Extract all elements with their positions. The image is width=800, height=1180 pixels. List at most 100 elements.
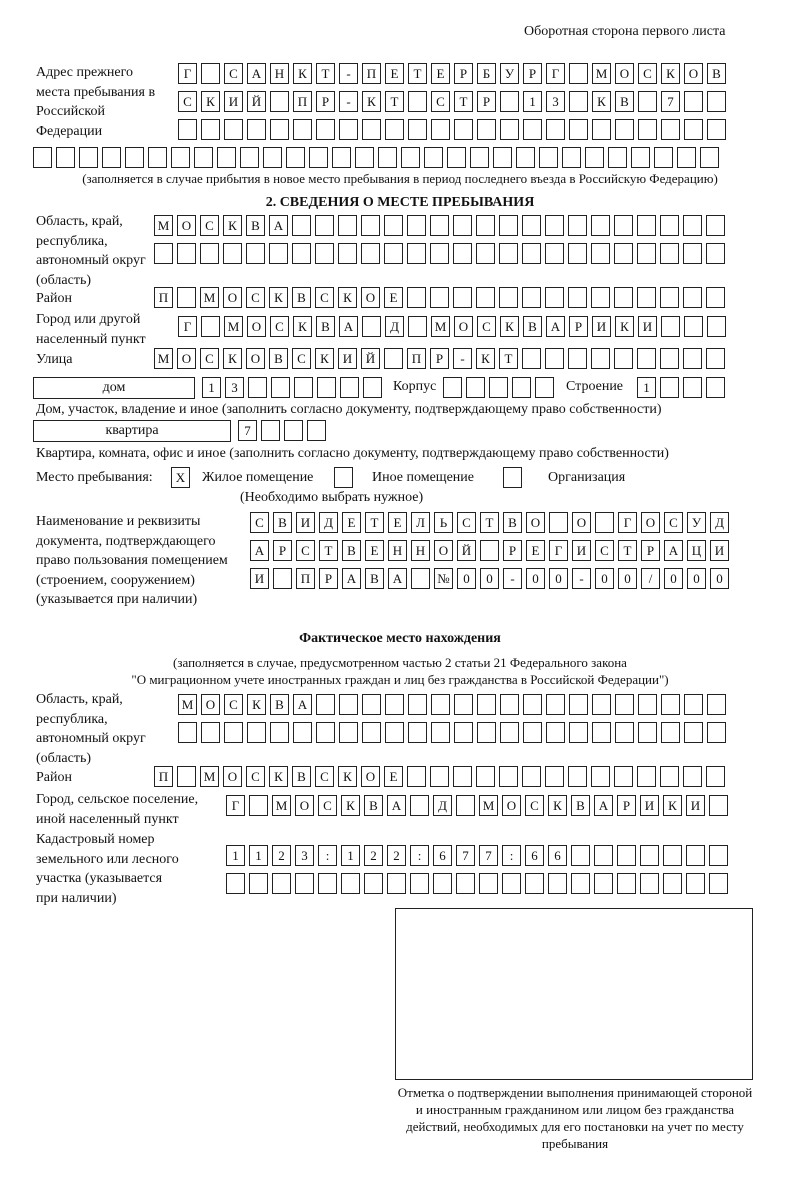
char-cell[interactable]: И — [686, 795, 705, 816]
char-cell[interactable]: П — [293, 91, 312, 112]
char-cell[interactable]: Т — [319, 540, 338, 561]
char-cell[interactable] — [431, 722, 450, 743]
char-cell[interactable]: 1 — [226, 845, 245, 866]
char-cell[interactable]: И — [224, 91, 243, 112]
char-cell[interactable] — [660, 348, 679, 369]
char-cell[interactable] — [476, 287, 495, 308]
char-cell[interactable] — [154, 243, 173, 264]
char-cell[interactable] — [706, 766, 725, 787]
char-cell[interactable] — [700, 147, 719, 168]
char-cell[interactable]: 7 — [661, 91, 680, 112]
char-cell[interactable] — [79, 147, 98, 168]
char-cell[interactable] — [569, 722, 588, 743]
char-cell[interactable]: В — [292, 287, 311, 308]
char-cell[interactable]: С — [246, 766, 265, 787]
char-cell[interactable]: М — [224, 316, 243, 337]
char-cell[interactable]: Т — [408, 63, 427, 84]
char-cell[interactable] — [56, 147, 75, 168]
char-cell[interactable] — [499, 287, 518, 308]
char-cell[interactable]: Р — [273, 540, 292, 561]
char-cell[interactable]: 3 — [225, 377, 244, 398]
char-cell[interactable] — [660, 287, 679, 308]
char-cell[interactable]: Т — [618, 540, 637, 561]
char-cell[interactable]: С — [315, 766, 334, 787]
char-cell[interactable]: Й — [457, 540, 476, 561]
char-cell[interactable] — [339, 722, 358, 743]
char-cell[interactable] — [477, 722, 496, 743]
char-cell[interactable] — [318, 873, 337, 894]
char-cell[interactable]: О — [201, 694, 220, 715]
char-cell[interactable]: М — [154, 215, 173, 236]
char-cell[interactable] — [338, 215, 357, 236]
char-cell[interactable] — [585, 147, 604, 168]
char-cell[interactable] — [477, 694, 496, 715]
char-cell[interactable] — [706, 215, 725, 236]
char-cell[interactable] — [707, 316, 726, 337]
char-cell[interactable]: М — [479, 795, 498, 816]
char-cell[interactable]: С — [246, 287, 265, 308]
char-cell[interactable] — [270, 722, 289, 743]
char-cell[interactable]: Д — [710, 512, 729, 533]
char-cell[interactable]: М — [592, 63, 611, 84]
char-cell[interactable]: А — [342, 568, 361, 589]
char-cell[interactable]: В — [269, 348, 288, 369]
char-cell[interactable]: Т — [316, 63, 335, 84]
char-cell[interactable] — [523, 119, 542, 140]
char-cell[interactable] — [489, 377, 508, 398]
char-cell[interactable] — [614, 348, 633, 369]
char-cell[interactable] — [309, 147, 328, 168]
char-cell[interactable] — [677, 147, 696, 168]
char-cell[interactable] — [569, 694, 588, 715]
char-cell[interactable] — [362, 316, 381, 337]
char-cell[interactable]: О — [361, 287, 380, 308]
char-cell[interactable] — [470, 147, 489, 168]
char-cell[interactable]: Р — [503, 540, 522, 561]
char-cell[interactable] — [523, 694, 542, 715]
char-cell[interactable] — [594, 873, 613, 894]
char-cell[interactable] — [660, 243, 679, 264]
char-cell[interactable]: С — [178, 91, 197, 112]
char-cell[interactable]: К — [315, 348, 334, 369]
char-cell[interactable] — [683, 766, 702, 787]
char-cell[interactable] — [201, 63, 220, 84]
char-cell[interactable] — [224, 722, 243, 743]
char-cell[interactable]: И — [710, 540, 729, 561]
char-cell[interactable]: О — [361, 766, 380, 787]
house-type-field[interactable]: дом — [33, 377, 195, 399]
char-cell[interactable]: К — [223, 348, 242, 369]
char-cell[interactable] — [315, 243, 334, 264]
char-cell[interactable] — [316, 119, 335, 140]
char-cell[interactable] — [591, 287, 610, 308]
char-cell[interactable]: Г — [546, 63, 565, 84]
char-cell[interactable] — [177, 287, 196, 308]
char-cell[interactable]: К — [615, 316, 634, 337]
char-cell[interactable] — [476, 766, 495, 787]
char-cell[interactable]: Н — [270, 63, 289, 84]
char-cell[interactable]: Й — [361, 348, 380, 369]
char-cell[interactable]: Л — [411, 512, 430, 533]
char-cell[interactable]: П — [407, 348, 426, 369]
char-cell[interactable]: 3 — [546, 91, 565, 112]
char-cell[interactable]: Р — [569, 316, 588, 337]
char-cell[interactable]: И — [572, 540, 591, 561]
stay-option-organization-checkbox[interactable] — [503, 467, 522, 488]
char-cell[interactable] — [568, 766, 587, 787]
char-cell[interactable]: С — [638, 63, 657, 84]
char-cell[interactable] — [293, 119, 312, 140]
char-cell[interactable]: : — [410, 845, 429, 866]
char-cell[interactable] — [479, 873, 498, 894]
char-cell[interactable]: А — [250, 540, 269, 561]
char-cell[interactable] — [500, 91, 519, 112]
char-cell[interactable] — [316, 722, 335, 743]
char-cell[interactable] — [453, 287, 472, 308]
char-cell[interactable]: В — [246, 215, 265, 236]
char-cell[interactable] — [476, 215, 495, 236]
char-cell[interactable] — [545, 287, 564, 308]
char-cell[interactable]: И — [638, 316, 657, 337]
char-cell[interactable] — [447, 147, 466, 168]
char-cell[interactable]: 0 — [710, 568, 729, 589]
char-cell[interactable]: М — [272, 795, 291, 816]
char-cell[interactable] — [217, 147, 236, 168]
char-cell[interactable] — [661, 316, 680, 337]
char-cell[interactable] — [431, 119, 450, 140]
